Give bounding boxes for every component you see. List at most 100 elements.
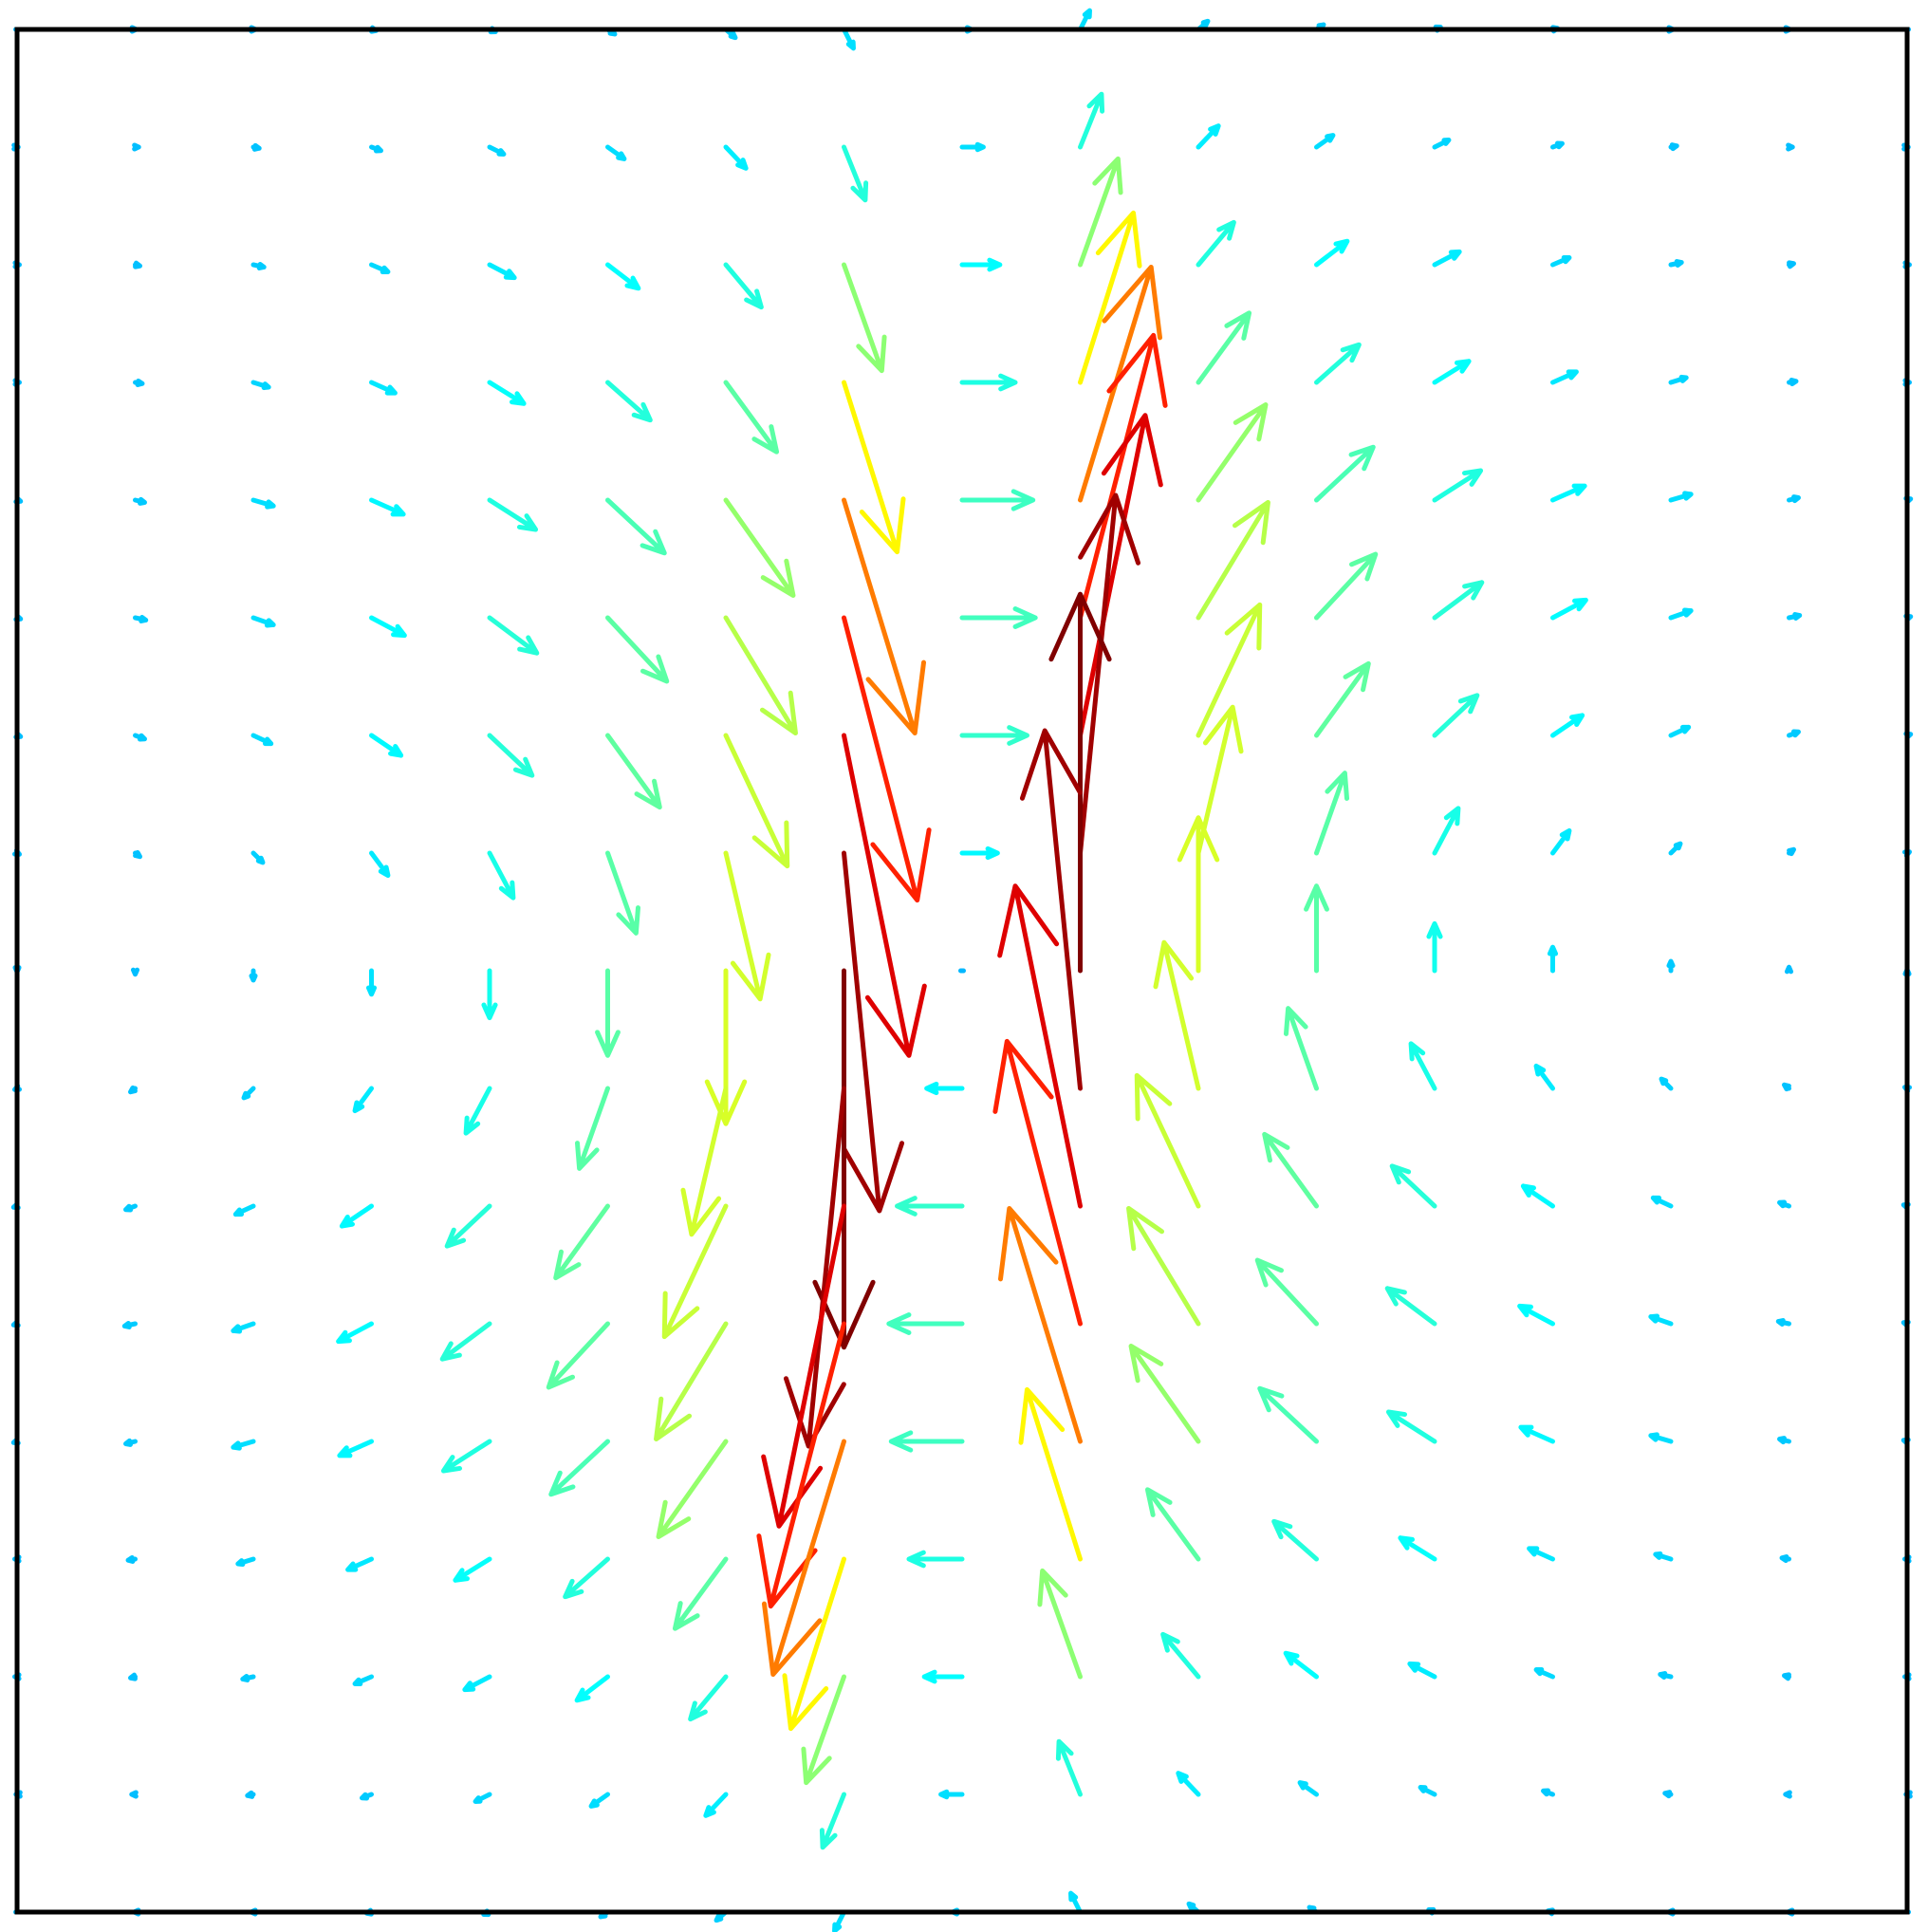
arrow: [444, 1203, 492, 1249]
arrow: [369, 850, 391, 879]
arrow: [1262, 1131, 1319, 1209]
arrow: [1314, 133, 1336, 150]
arrow: [605, 733, 662, 810]
arrow: [756, 1321, 846, 1609]
arrow: [1078, 156, 1123, 268]
arrow: [1078, 210, 1142, 385]
arrow: [128, 1085, 138, 1095]
arrow: [1787, 260, 1796, 269]
arrow: [959, 489, 1036, 511]
arrow: [959, 606, 1038, 629]
arrow: [842, 497, 927, 736]
arrow: [365, 968, 378, 997]
arrow: [360, 1792, 374, 1801]
arrow: [1777, 1199, 1791, 1209]
arrow: [605, 262, 641, 291]
arrow: [924, 1081, 965, 1096]
arrow: [588, 1792, 610, 1809]
arrow: [842, 380, 906, 555]
arrow: [250, 497, 276, 510]
arrow: [1153, 939, 1201, 1091]
arrow: [240, 1674, 256, 1682]
arrow: [1018, 1386, 1083, 1562]
arrow: [245, 1790, 256, 1799]
arrow: [1550, 369, 1579, 385]
arrow: [959, 373, 1018, 392]
arrow: [574, 1674, 610, 1703]
arrow: [723, 850, 771, 1002]
arrow: [1196, 402, 1269, 503]
arrow: [128, 1672, 138, 1681]
arrow: [1432, 138, 1452, 150]
arrow: [680, 1086, 729, 1237]
arrow: [235, 1556, 256, 1568]
arrow: [842, 615, 932, 903]
arrow: [959, 141, 986, 153]
arrow: [605, 497, 667, 556]
arrow: [661, 1203, 729, 1340]
arrow: [1297, 1780, 1319, 1797]
arrow: [761, 1203, 846, 1529]
arrow: [1550, 713, 1585, 738]
arrow: [1078, 332, 1168, 621]
arrow: [121, 1321, 138, 1329]
arrow: [250, 142, 262, 152]
arrow: [992, 1038, 1083, 1327]
arrow: [1541, 1788, 1555, 1797]
arrow: [487, 380, 527, 406]
arrow: [1037, 1568, 1083, 1680]
arrow: [1650, 1195, 1674, 1209]
arrow: [133, 615, 149, 623]
arrow: [1533, 1063, 1555, 1091]
arrow: [1177, 815, 1220, 974]
arrow: [546, 1321, 610, 1390]
arrow: [352, 1674, 374, 1687]
arrow: [997, 883, 1083, 1209]
arrow: [1078, 8, 1092, 32]
arrow: [723, 733, 790, 869]
arrow: [1407, 1661, 1437, 1680]
arrow: [1019, 728, 1083, 1091]
arrow: [1426, 920, 1443, 974]
arrow: [895, 1196, 965, 1217]
arrow: [921, 1669, 965, 1684]
arrow: [723, 615, 798, 736]
arrow: [133, 260, 142, 269]
arrow: [481, 968, 498, 1021]
arrow: [241, 1086, 256, 1101]
arrow: [369, 615, 407, 639]
arrow: [250, 380, 271, 391]
arrow: [906, 1550, 965, 1569]
arrow: [1787, 846, 1796, 857]
arrow: [1517, 1303, 1555, 1327]
arrow: [1432, 693, 1480, 738]
arrow: [1176, 1771, 1201, 1797]
arrow: [1134, 1072, 1201, 1209]
arrow: [439, 1321, 492, 1362]
arrow: [1418, 1785, 1437, 1797]
arrow: [1432, 468, 1484, 503]
arrow: [553, 1203, 610, 1281]
arrow: [1648, 1313, 1674, 1327]
arrow: [1160, 1631, 1201, 1680]
arrow: [1254, 1257, 1319, 1327]
arrow: [133, 849, 142, 860]
arrow: [1314, 238, 1350, 268]
arrow: [250, 262, 267, 270]
arrow: [369, 144, 383, 154]
arrow: [487, 615, 540, 656]
arrow: [1196, 499, 1270, 621]
arrow: [1144, 1487, 1201, 1562]
arrow: [1779, 1554, 1791, 1564]
arrow: [842, 733, 927, 1058]
arrow: [369, 497, 406, 517]
arrow: [125, 1554, 138, 1564]
arrow: [1314, 660, 1371, 738]
arrow: [250, 615, 276, 628]
arrow: [782, 1556, 846, 1732]
arrow: [440, 1439, 492, 1474]
arrow: [1078, 91, 1105, 150]
arrow: [1668, 491, 1694, 503]
arrow: [1527, 1546, 1555, 1562]
